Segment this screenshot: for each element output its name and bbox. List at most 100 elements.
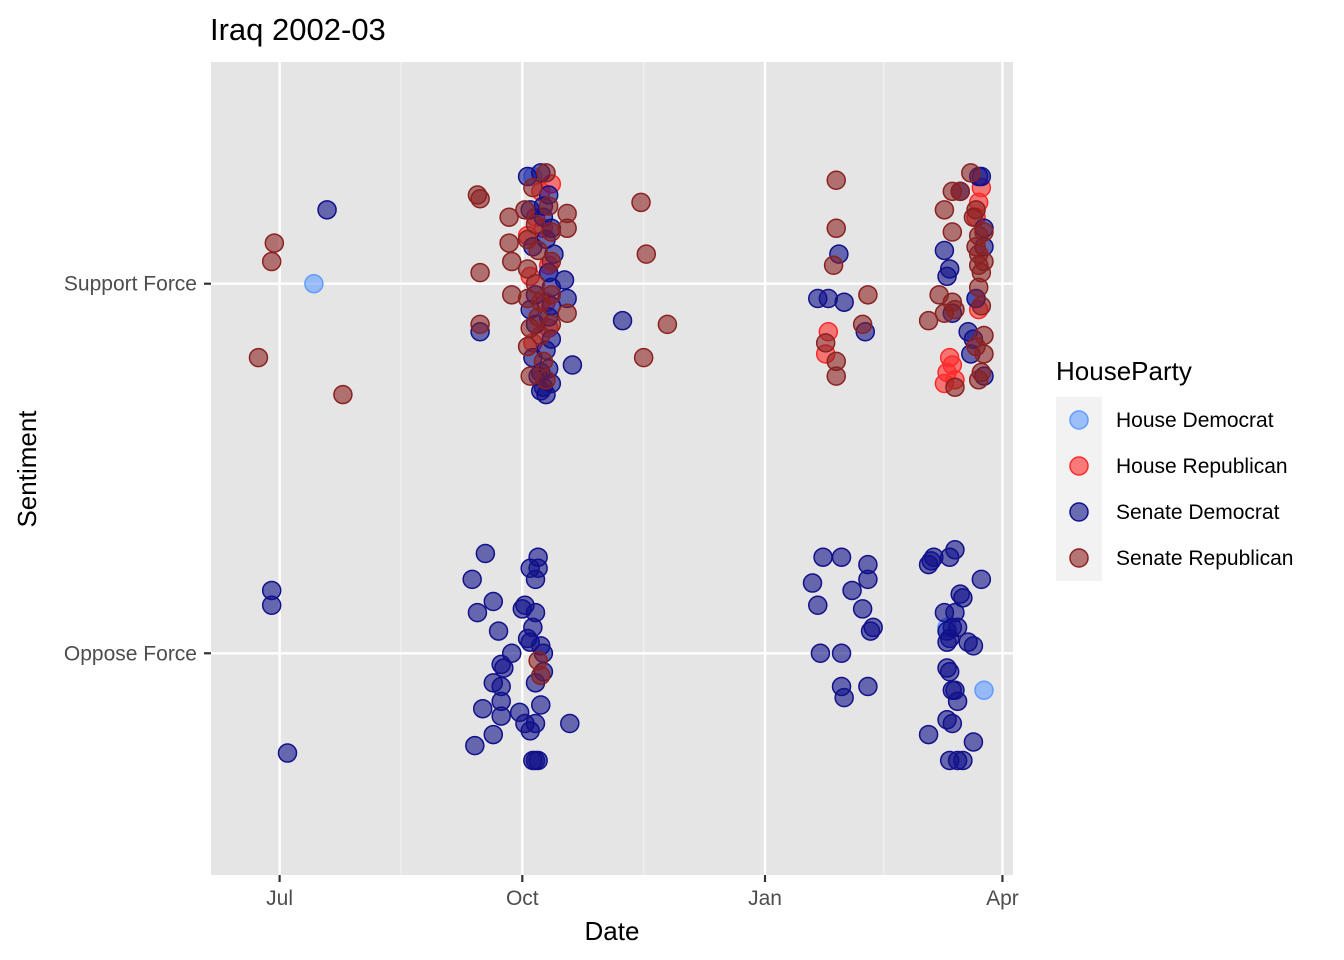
- point-senate-republican: [525, 273, 546, 294]
- point-senate-republican: [633, 347, 654, 368]
- point-senate-democrat: [554, 270, 575, 290]
- x-axis-title: Date: [585, 916, 640, 946]
- point-senate-democrat: [483, 591, 504, 612]
- plot-panel: [211, 62, 1013, 875]
- point-senate-republican: [636, 244, 657, 264]
- point-senate-democrat: [465, 735, 485, 756]
- point-senate-republican: [945, 377, 965, 397]
- point-senate-republican: [557, 218, 577, 239]
- point-senate-republican: [536, 370, 556, 390]
- legend-key-senate-republican: [1069, 548, 1089, 568]
- point-senate-republican: [971, 296, 992, 316]
- point-senate-democrat: [818, 288, 839, 309]
- point-senate-democrat: [953, 588, 973, 608]
- point-senate-democrat: [317, 200, 337, 220]
- point-senate-republican: [538, 196, 559, 216]
- point-senate-republican: [517, 336, 538, 357]
- y-tick-label: Support Force: [64, 273, 197, 296]
- point-senate-republican: [470, 314, 490, 335]
- point-senate-democrat: [813, 547, 833, 567]
- point-senate-republican: [264, 233, 285, 253]
- point-senate-republican: [541, 314, 562, 335]
- point-senate-republican: [950, 181, 970, 202]
- point-senate-democrat: [472, 698, 493, 719]
- point-senate-republican: [502, 251, 522, 272]
- point-senate-democrat: [852, 599, 873, 619]
- point-senate-republican: [470, 188, 490, 209]
- point-senate-democrat: [858, 569, 878, 590]
- legend-items: House Democrat House Republican Senate Dem…: [1069, 409, 1293, 570]
- point-senate-democrat: [277, 743, 298, 763]
- point-senate-republican: [541, 222, 562, 242]
- point-senate-republican: [528, 240, 548, 261]
- point-senate-republican: [536, 163, 556, 183]
- point-senate-republican: [974, 222, 994, 242]
- point-senate-republican: [942, 222, 963, 242]
- point-senate-democrat: [502, 643, 522, 664]
- legend-label-house-republican: House Republican: [1116, 455, 1288, 478]
- point-senate-republican: [961, 163, 981, 183]
- major-grid-y: [211, 282, 1013, 655]
- y-axis-title: Sentiment: [12, 410, 42, 528]
- point-senate-republican: [557, 303, 577, 324]
- point-senate-democrat: [918, 554, 939, 575]
- point-senate-republican: [525, 214, 546, 235]
- point-senate-republican: [945, 299, 965, 320]
- point-senate-democrat: [525, 602, 546, 623]
- point-senate-democrat: [842, 580, 862, 601]
- point-senate-republican: [974, 251, 994, 272]
- point-senate-democrat: [531, 695, 551, 715]
- point-senate-democrat: [562, 355, 583, 375]
- point-senate-republican: [248, 347, 269, 368]
- legend-label-senate-republican: Senate Republican: [1116, 547, 1293, 570]
- point-senate-republican: [934, 200, 955, 220]
- point-senate-republican: [333, 384, 353, 405]
- point-senate-democrat: [963, 732, 984, 752]
- point-senate-democrat: [858, 676, 878, 697]
- point-senate-republican: [523, 177, 543, 198]
- point-senate-republican: [517, 259, 538, 279]
- y-tick-label: Oppose Force: [64, 642, 197, 665]
- point-senate-democrat: [937, 632, 957, 652]
- point-senate-republican: [966, 336, 986, 357]
- point-senate-republican: [918, 310, 939, 331]
- point-senate-republican: [657, 314, 678, 335]
- point-senate-democrat: [939, 259, 960, 279]
- point-senate-republican: [858, 285, 878, 305]
- point-senate-republican: [815, 333, 836, 353]
- point-senate-democrat: [834, 687, 854, 708]
- point-senate-democrat: [488, 621, 509, 641]
- legend-label-senate-democrat: Senate Democrat: [1116, 501, 1280, 524]
- x-tick-label: Jul: [266, 887, 293, 910]
- point-senate-republican: [826, 170, 846, 191]
- point-senate-republican: [968, 277, 989, 298]
- point-senate-republican: [533, 351, 554, 372]
- legend: HouseParty House Democrat House Republica…: [1056, 356, 1293, 581]
- point-senate-democrat: [953, 750, 973, 771]
- x-axis: Jul Oct Jan Apr: [266, 875, 1019, 910]
- point-senate-democrat: [483, 724, 504, 745]
- point-senate-republican: [826, 218, 846, 239]
- point-senate-democrat: [963, 636, 984, 656]
- point-senate-republican: [966, 200, 986, 220]
- point-senate-democrat: [939, 662, 960, 682]
- point-senate-democrat: [942, 713, 963, 734]
- point-senate-democrat: [945, 540, 965, 560]
- point-senate-democrat: [810, 643, 831, 664]
- point-senate-democrat: [802, 573, 823, 593]
- point-senate-republican: [631, 192, 651, 213]
- major-grid-x: [278, 62, 1004, 875]
- data-points: [248, 163, 994, 771]
- point-senate-democrat: [475, 543, 496, 564]
- x-tick-label: Jan: [748, 887, 782, 910]
- point-senate-democrat: [860, 621, 881, 641]
- point-senate-democrat: [491, 706, 511, 726]
- point-senate-democrat: [612, 310, 633, 331]
- point-senate-democrat: [462, 569, 482, 590]
- point-senate-republican: [823, 255, 844, 275]
- point-senate-republican: [531, 292, 551, 312]
- point-house-democrat: [304, 273, 324, 294]
- point-senate-republican: [499, 233, 519, 253]
- point-senate-democrat: [528, 750, 548, 771]
